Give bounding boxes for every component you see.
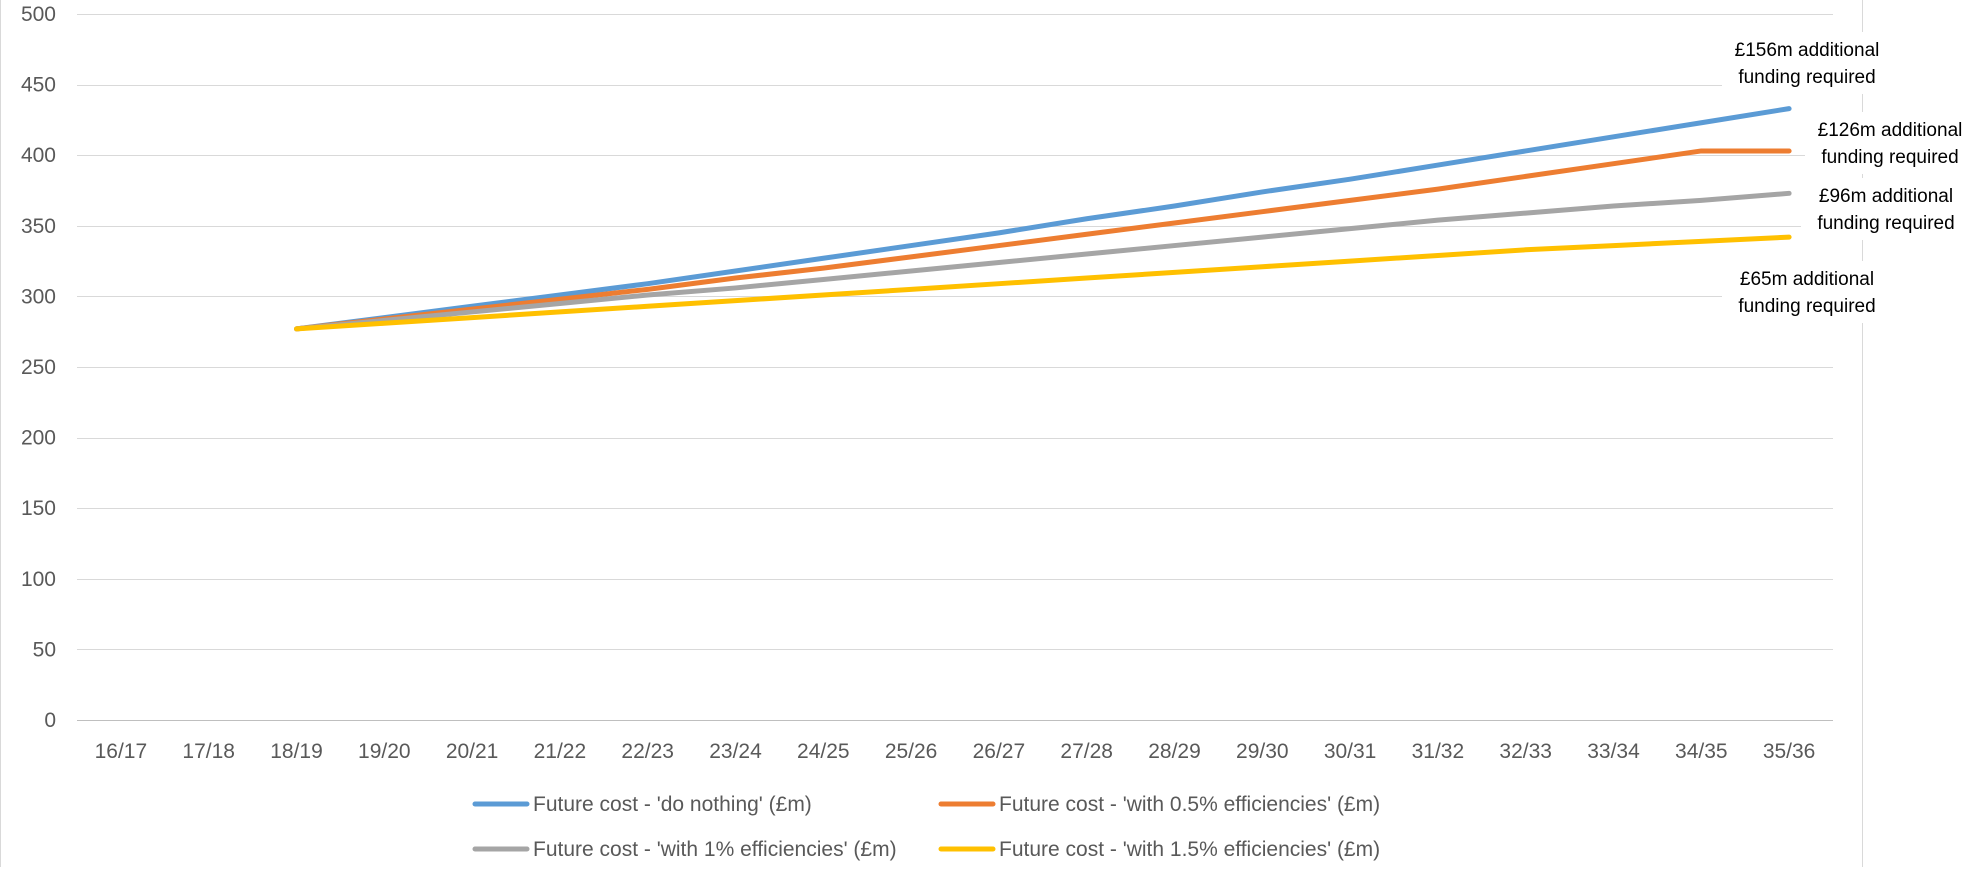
annotation-text: £126m additional	[1818, 120, 1963, 141]
x-tick-label: 33/34	[1587, 740, 1640, 763]
annotation-text: £96m additional	[1819, 186, 1953, 207]
x-tick-label: 17/18	[182, 740, 235, 763]
annotation-background	[1722, 32, 1892, 94]
legend: Future cost - 'do nothing' (£m) Future co…	[472, 793, 1380, 861]
series-line-2	[294, 148, 1792, 332]
x-tick-label: 29/30	[1236, 740, 1289, 763]
y-tick-label: 50	[33, 638, 56, 661]
series-line-4	[294, 234, 1792, 332]
annotation-3: £96m additional funding required	[1801, 178, 1971, 240]
legend-item-2: Future cost - 'with 0.5% efficiencies' (…	[938, 793, 1380, 816]
legend-label: Future cost - 'with 1.5% efficiencies' (…	[999, 838, 1380, 861]
series-line-1	[294, 106, 1792, 332]
y-tick-label: 300	[21, 285, 56, 308]
annotation-text: £65m additional	[1740, 269, 1874, 290]
legend-item-4: Future cost - 'with 1.5% efficiencies' (…	[938, 838, 1380, 861]
x-tick-label: 20/21	[446, 740, 499, 763]
gridlines	[77, 14, 1833, 721]
annotation-background	[1722, 261, 1892, 323]
x-tick-label: 18/19	[270, 740, 323, 763]
x-tick-label: 16/17	[95, 740, 148, 763]
y-tick-label: 150	[21, 497, 56, 520]
legend-label: Future cost - 'do nothing' (£m)	[533, 793, 812, 816]
x-tick-label: 26/27	[973, 740, 1026, 763]
y-tick-label: 250	[21, 356, 56, 379]
x-tick-label: 24/25	[797, 740, 850, 763]
annotation-text: funding required	[1817, 213, 1954, 234]
annotation-text: funding required	[1738, 67, 1875, 88]
x-axis-tick-labels: 16/17 17/18 18/19 19/20 20/21 21/22 22/23 23/24…	[95, 740, 1816, 763]
y-tick-label: 400	[21, 144, 56, 167]
x-tick-label: 22/23	[621, 740, 674, 763]
annotation-text: £156m additional	[1735, 40, 1880, 61]
annotation-background	[1805, 112, 1975, 174]
x-tick-label: 30/31	[1324, 740, 1377, 763]
legend-item-1: Future cost - 'do nothing' (£m)	[472, 793, 812, 816]
x-tick-label: 27/28	[1060, 740, 1113, 763]
x-tick-label: 23/24	[709, 740, 762, 763]
x-tick-label: 21/22	[534, 740, 587, 763]
y-tick-label: 0	[44, 709, 56, 732]
legend-label: Future cost - 'with 1% efficiencies' (£m…	[533, 838, 897, 861]
y-axis-tick-labels: 0 50 100 150 200 250 300 350 400 450 500	[21, 3, 56, 732]
x-tick-label: 35/36	[1763, 740, 1816, 763]
y-tick-label: 450	[21, 74, 56, 97]
annotation-1: £156m additional funding required	[1722, 32, 1892, 94]
x-tick-label: 25/26	[885, 740, 938, 763]
series-line-3	[294, 190, 1792, 332]
annotation-2: £126m additional funding required	[1805, 112, 1975, 174]
y-tick-label: 350	[21, 215, 56, 238]
y-tick-label: 200	[21, 427, 56, 450]
annotation-text: funding required	[1821, 147, 1958, 168]
x-tick-label: 34/35	[1675, 740, 1728, 763]
legend-item-3: Future cost - 'with 1% efficiencies' (£m…	[472, 838, 897, 861]
y-tick-label: 100	[21, 568, 56, 591]
y-tick-label: 500	[21, 3, 56, 26]
annotation-4: £65m additional funding required	[1722, 261, 1892, 323]
x-tick-label: 28/29	[1148, 740, 1201, 763]
annotation-text: funding required	[1738, 296, 1875, 317]
x-tick-label: 19/20	[358, 740, 411, 763]
legend-label: Future cost - 'with 0.5% efficiencies' (…	[999, 793, 1380, 816]
series-lines	[294, 106, 1792, 332]
x-tick-label: 31/32	[1412, 740, 1465, 763]
x-tick-label: 32/33	[1499, 740, 1552, 763]
annotation-background	[1801, 178, 1971, 240]
